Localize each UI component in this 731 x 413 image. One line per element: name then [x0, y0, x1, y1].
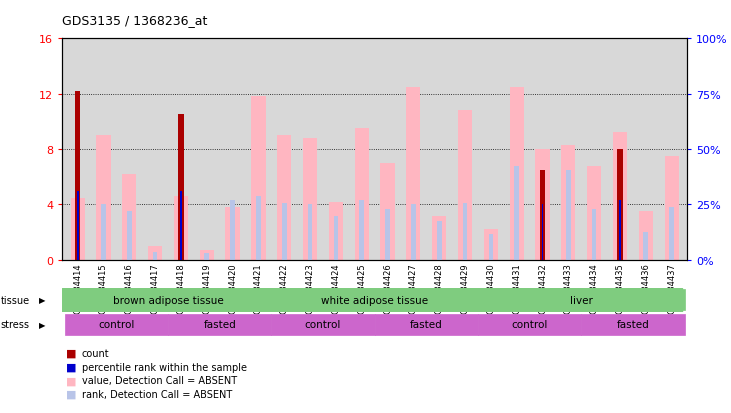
- Bar: [380, 164, 395, 260]
- Bar: [200, 251, 214, 260]
- Text: brown adipose tissue: brown adipose tissue: [113, 295, 224, 305]
- Text: count: count: [82, 348, 110, 358]
- Bar: [463, 204, 467, 260]
- Bar: [251, 97, 265, 260]
- Text: rank, Detection Call = ABSENT: rank, Detection Call = ABSENT: [82, 389, 232, 399]
- Bar: [542, 205, 543, 260]
- Bar: [205, 253, 209, 260]
- Text: ▶: ▶: [39, 295, 45, 304]
- Text: ▶: ▶: [39, 320, 45, 329]
- Bar: [411, 205, 416, 260]
- Bar: [271, 314, 374, 335]
- Bar: [437, 221, 442, 260]
- Bar: [566, 171, 571, 260]
- Text: percentile rank within the sample: percentile rank within the sample: [82, 362, 247, 372]
- Bar: [619, 201, 621, 260]
- Text: liver: liver: [569, 295, 593, 305]
- Bar: [406, 88, 420, 260]
- Bar: [535, 150, 550, 260]
- Bar: [670, 208, 674, 260]
- Bar: [256, 197, 261, 260]
- Text: control: control: [512, 320, 548, 330]
- Bar: [282, 204, 287, 260]
- Bar: [540, 212, 545, 260]
- Bar: [478, 289, 684, 311]
- Text: ■: ■: [66, 348, 76, 358]
- Bar: [308, 205, 312, 260]
- Bar: [539, 171, 545, 260]
- Bar: [178, 115, 183, 260]
- Bar: [174, 197, 188, 260]
- Bar: [75, 202, 80, 260]
- Bar: [613, 133, 627, 260]
- Bar: [96, 136, 110, 260]
- Text: stress: stress: [1, 320, 30, 330]
- Bar: [581, 314, 684, 335]
- Bar: [478, 314, 581, 335]
- Text: fasted: fasted: [410, 320, 443, 330]
- Bar: [510, 88, 524, 260]
- Text: control: control: [98, 320, 135, 330]
- Bar: [178, 199, 183, 260]
- Bar: [225, 208, 240, 260]
- Bar: [303, 139, 317, 260]
- Text: white adipose tissue: white adipose tissue: [321, 295, 428, 305]
- Bar: [664, 157, 679, 260]
- Bar: [122, 175, 137, 260]
- Bar: [385, 209, 390, 260]
- Bar: [561, 145, 575, 260]
- Bar: [618, 202, 622, 260]
- Bar: [333, 216, 338, 260]
- Text: ■: ■: [66, 389, 76, 399]
- Bar: [230, 201, 235, 260]
- Bar: [643, 233, 648, 260]
- Text: GDS3135 / 1368236_at: GDS3135 / 1368236_at: [62, 14, 208, 27]
- Text: tissue: tissue: [1, 295, 30, 305]
- Bar: [458, 111, 472, 260]
- Bar: [432, 216, 447, 260]
- Bar: [277, 136, 292, 260]
- Text: value, Detection Call = ABSENT: value, Detection Call = ABSENT: [82, 375, 237, 385]
- Bar: [488, 234, 493, 260]
- Bar: [65, 289, 271, 311]
- Bar: [168, 314, 271, 335]
- Bar: [617, 150, 623, 260]
- Text: control: control: [305, 320, 341, 330]
- Bar: [70, 198, 85, 260]
- Text: fasted: fasted: [203, 320, 236, 330]
- Bar: [374, 314, 478, 335]
- Bar: [484, 230, 498, 260]
- Text: ■: ■: [66, 375, 76, 385]
- Bar: [639, 212, 653, 260]
- Bar: [592, 209, 596, 260]
- Bar: [127, 212, 132, 260]
- Bar: [148, 247, 162, 260]
- Bar: [587, 166, 602, 260]
- Bar: [101, 205, 106, 260]
- Bar: [180, 191, 182, 260]
- Bar: [329, 202, 343, 260]
- Bar: [355, 129, 369, 260]
- Bar: [360, 201, 364, 260]
- Text: ■: ■: [66, 362, 76, 372]
- Text: fasted: fasted: [616, 320, 649, 330]
- Bar: [271, 289, 478, 311]
- Bar: [75, 92, 80, 260]
- Bar: [65, 314, 168, 335]
- Bar: [515, 166, 519, 260]
- Bar: [77, 191, 78, 260]
- Bar: [153, 252, 157, 260]
